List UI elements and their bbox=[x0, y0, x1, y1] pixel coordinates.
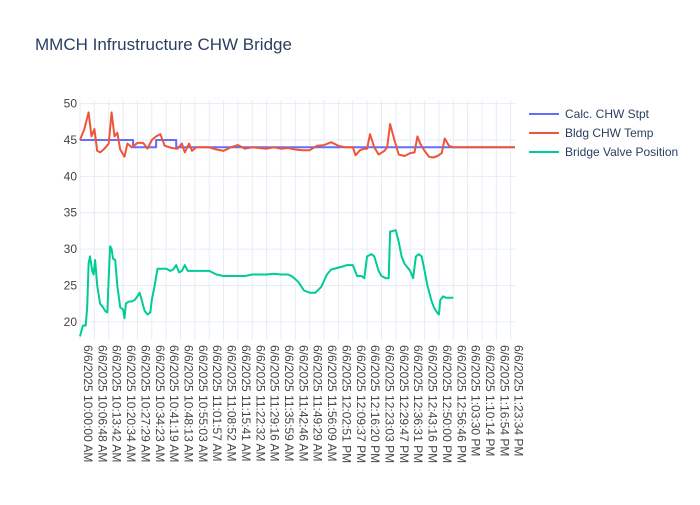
y-tick-label: 40 bbox=[64, 169, 78, 183]
x-tick-label: 6/6/2025 11:35:59 AM bbox=[282, 345, 296, 462]
x-tick-label: 6/6/2025 10:41:19 AM bbox=[167, 345, 181, 462]
x-tick-label: 6/6/2025 11:49:29 AM bbox=[311, 345, 325, 462]
x-tick-label: 6/6/2025 11:29:16 AM bbox=[268, 345, 282, 462]
legend-item[interactable]: Calc. CHW Stpt bbox=[529, 107, 650, 121]
y-tick-label: 35 bbox=[64, 206, 78, 220]
x-tick-label: 6/6/2025 12:16:20 PM bbox=[368, 345, 382, 463]
y-tick-label: 50 bbox=[64, 97, 78, 111]
x-tick-label: 6/6/2025 12:23:03 PM bbox=[382, 345, 396, 463]
x-tick-label: 6/6/2025 10:13:42 AM bbox=[110, 345, 124, 462]
x-tick-label: 6/6/2025 12:36:31 PM bbox=[411, 345, 425, 463]
legend-item[interactable]: Bridge Valve Position bbox=[529, 145, 678, 159]
x-tick-label: 6/6/2025 12:56:46 PM bbox=[454, 345, 468, 463]
x-tick-label: 6/6/2025 12:02:51 PM bbox=[339, 345, 353, 463]
x-tick-label: 6/6/2025 11:22:32 AM bbox=[253, 345, 267, 462]
x-tick-label: 6/6/2025 12:50:00 PM bbox=[440, 345, 454, 463]
y-tick-label: 30 bbox=[64, 242, 78, 256]
series-lines bbox=[79, 111, 515, 337]
x-tick-label: 6/6/2025 12:29:47 PM bbox=[397, 345, 411, 463]
y-axis-ticks: 20 25 30 35 40 45 50 bbox=[64, 97, 78, 329]
x-tick-label: 6/6/2025 12:09:37 PM bbox=[354, 345, 368, 463]
x-tick-label: 6/6/2025 11:01:57 AM bbox=[210, 345, 224, 462]
chart-title: MMCH Infrustructure CHW Bridge bbox=[35, 35, 292, 54]
x-tick-label: 6/6/2025 10:27:29 AM bbox=[138, 345, 152, 462]
x-axis-ticks: 6/6/2025 10:00:00 AM 6/6/2025 10:06:48 AM… bbox=[81, 345, 526, 463]
y-tick-label: 25 bbox=[64, 278, 78, 292]
x-tick-label: 6/6/2025 11:08:52 AM bbox=[225, 345, 239, 462]
series-line bbox=[79, 229, 454, 337]
legend[interactable]: Calc. CHW Stpt Bldg CHW Temp Bridge Valve … bbox=[529, 107, 678, 159]
x-tick-label: 6/6/2025 10:20:34 AM bbox=[124, 345, 138, 462]
series-line bbox=[79, 111, 515, 159]
x-tick-label: 6/6/2025 10:00:00 AM bbox=[81, 345, 95, 462]
x-tick-label: 6/6/2025 12:43:16 PM bbox=[426, 345, 440, 463]
legend-label: Bldg CHW Temp bbox=[565, 126, 654, 140]
y-tick-label: 20 bbox=[64, 315, 78, 329]
legend-item[interactable]: Bldg CHW Temp bbox=[529, 126, 654, 140]
legend-label: Bridge Valve Position bbox=[565, 145, 678, 159]
x-tick-label: 6/6/2025 1:03:30 PM bbox=[469, 345, 483, 456]
x-tick-label: 6/6/2025 10:55:03 AM bbox=[196, 345, 210, 462]
series-line bbox=[80, 139, 515, 149]
x-tick-label: 6/6/2025 1:23:34 PM bbox=[512, 345, 526, 456]
x-tick-label: 6/6/2025 10:34:23 AM bbox=[153, 345, 167, 462]
x-tick-label: 6/6/2025 11:42:46 AM bbox=[296, 345, 310, 462]
x-tick-label: 6/6/2025 11:56:09 AM bbox=[325, 345, 339, 462]
x-tick-label: 6/6/2025 11:15:41 AM bbox=[239, 345, 253, 462]
x-tick-label: 6/6/2025 1:16:54 PM bbox=[497, 345, 511, 456]
x-tick-label: 6/6/2025 10:06:48 AM bbox=[95, 345, 109, 462]
y-tick-label: 45 bbox=[64, 133, 78, 147]
x-tick-label: 6/6/2025 10:48:13 AM bbox=[181, 345, 195, 462]
legend-label: Calc. CHW Stpt bbox=[565, 107, 650, 121]
x-tick-label: 6/6/2025 1:10:14 PM bbox=[483, 345, 497, 456]
